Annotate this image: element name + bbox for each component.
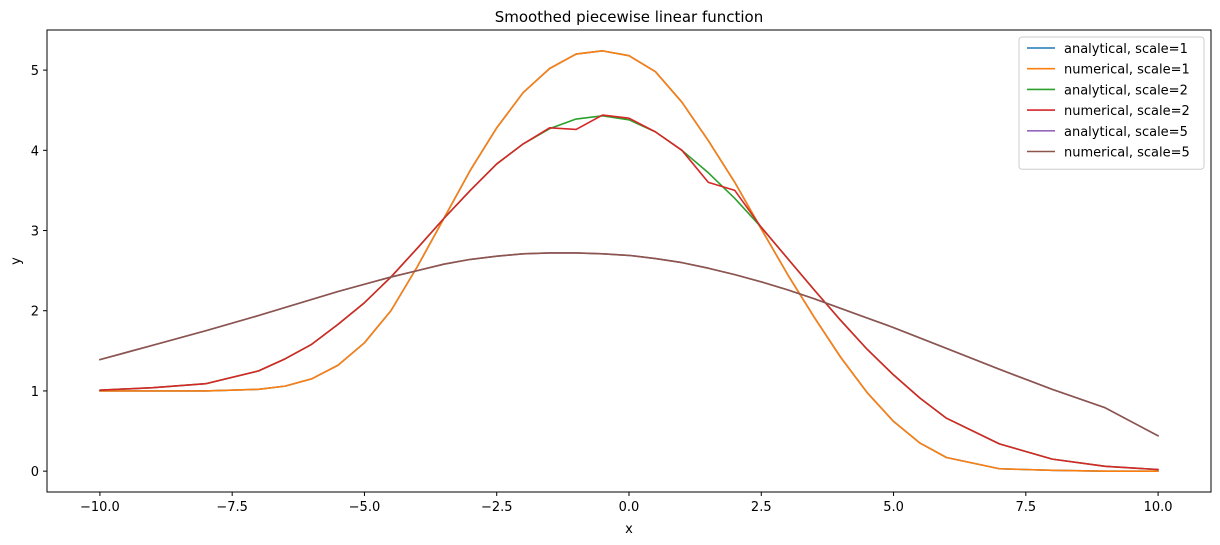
y-tick-label: 2 bbox=[31, 305, 39, 320]
x-tick-label: −10.0 bbox=[80, 500, 120, 515]
x-tick-label: −7.5 bbox=[216, 500, 248, 515]
x-axis: −10.0 −7.5 −5.0 −2.5 0.0 2.5 5.0 7.5 10.0 bbox=[80, 492, 1173, 515]
legend-label: numerical, scale=2 bbox=[1064, 104, 1190, 119]
x-tick-label: 2.5 bbox=[751, 500, 772, 515]
x-tick-label: −5.0 bbox=[349, 500, 381, 515]
chart-title: Smoothed piecewise linear function bbox=[495, 8, 764, 26]
x-tick-label: 7.5 bbox=[1015, 500, 1036, 515]
legend-label: numerical, scale=5 bbox=[1064, 146, 1190, 161]
x-tick-label: 0.0 bbox=[619, 500, 640, 515]
legend-box bbox=[1018, 36, 1205, 170]
y-axis-label: y bbox=[9, 257, 24, 265]
y-tick-label: 4 bbox=[31, 144, 39, 159]
y-tick-label: 3 bbox=[31, 225, 39, 240]
legend-label: analytical, scale=2 bbox=[1064, 83, 1188, 98]
series-line-3 bbox=[99, 114, 1159, 471]
legend-label: analytical, scale=5 bbox=[1064, 125, 1188, 140]
x-tick-label: 5.0 bbox=[883, 500, 904, 515]
series-line-4 bbox=[99, 252, 1159, 437]
legend-label: numerical, scale=1 bbox=[1064, 63, 1190, 78]
x-tick-label: −2.5 bbox=[481, 500, 513, 515]
series-line-2 bbox=[99, 115, 1159, 471]
x-axis-label: x bbox=[625, 522, 633, 537]
x-tick-label: 10.0 bbox=[1144, 500, 1173, 515]
y-axis: 0 1 2 3 4 5 bbox=[31, 64, 47, 480]
series-line-0 bbox=[99, 50, 1159, 472]
legend-label: analytical, scale=1 bbox=[1064, 42, 1188, 57]
series-line-1 bbox=[99, 50, 1159, 472]
series-line-5 bbox=[99, 252, 1159, 437]
legend: analytical, scale=1 numerical, scale=1 ana… bbox=[1018, 36, 1205, 170]
y-tick-label: 1 bbox=[31, 385, 39, 400]
y-tick-label: 5 bbox=[31, 64, 39, 79]
y-tick-label: 0 bbox=[31, 465, 39, 480]
